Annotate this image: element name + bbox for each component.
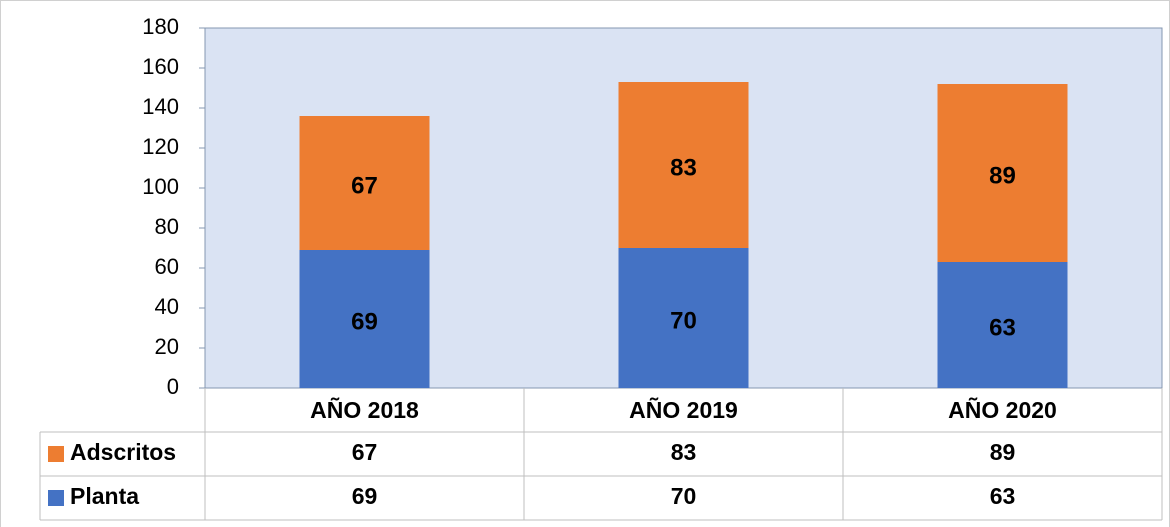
y-tick-label: 20 <box>155 334 179 359</box>
table-cell: 63 <box>990 483 1016 509</box>
y-tick-label: 0 <box>167 374 179 399</box>
table-cell: 69 <box>352 483 378 509</box>
data-label: 63 <box>989 314 1016 341</box>
table-cell: 83 <box>671 439 697 465</box>
data-label: 70 <box>670 307 697 334</box>
y-tick-label: 180 <box>142 14 179 39</box>
y-tick-label: 80 <box>155 214 179 239</box>
data-label: 67 <box>351 172 378 199</box>
y-tick-label: 40 <box>155 294 179 319</box>
x-tick-label: AÑO 2019 <box>629 396 738 423</box>
bar-segment <box>937 84 1068 262</box>
data-label: 83 <box>670 154 697 181</box>
data-label: 69 <box>351 308 378 335</box>
table-cell: 67 <box>352 439 378 465</box>
y-tick-label: 160 <box>142 54 179 79</box>
x-tick-label: AÑO 2018 <box>310 396 419 423</box>
bar-segment <box>618 248 749 388</box>
legend-swatch <box>48 446 64 462</box>
table-cell: 89 <box>990 439 1016 465</box>
legend-label: Planta <box>70 483 139 509</box>
y-tick-label: 140 <box>142 94 179 119</box>
bar-segment <box>937 262 1068 388</box>
legend-label: Adscritos <box>70 439 176 465</box>
bar-segment <box>299 250 430 388</box>
y-tick-label: 120 <box>142 134 179 159</box>
data-label: 89 <box>989 162 1016 189</box>
y-tick-label: 100 <box>142 174 179 199</box>
bar-segment <box>618 82 749 248</box>
x-tick-label: AÑO 2020 <box>948 396 1057 423</box>
bar-segment <box>299 116 430 250</box>
y-tick-label: 60 <box>155 254 179 279</box>
table-cell: 70 <box>671 483 697 509</box>
legend-swatch <box>48 490 64 506</box>
